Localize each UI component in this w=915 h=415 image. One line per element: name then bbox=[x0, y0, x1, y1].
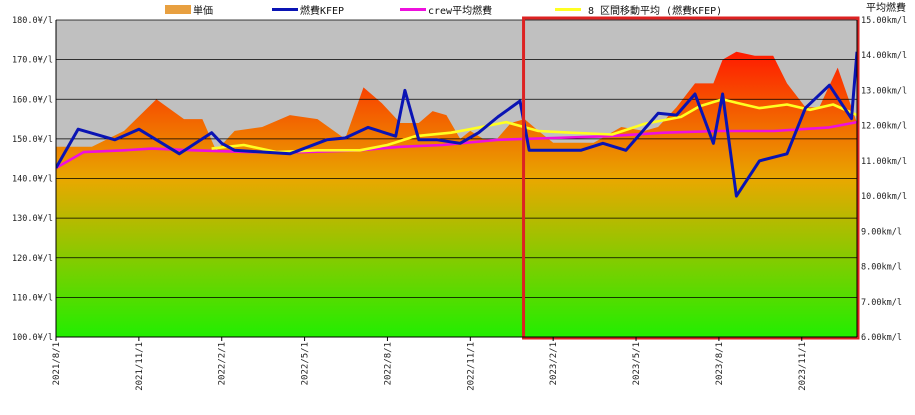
y-right-tick-label: 14.00km/l bbox=[861, 51, 907, 61]
x-tick-label: 2023/5/1 bbox=[632, 342, 642, 385]
y-right-tick-label: 8.00km/l bbox=[861, 263, 902, 273]
y-right-tick-label: 11.00km/l bbox=[861, 157, 907, 167]
y-left-tick-label: 160.0¥/l bbox=[12, 95, 53, 105]
y-right-tick-label: 13.00km/l bbox=[861, 86, 907, 96]
legend-swatch bbox=[555, 8, 581, 11]
series-line-3 bbox=[211, 98, 857, 154]
legend-label: crew平均燃費 bbox=[428, 4, 492, 17]
legend-label: 単価 bbox=[193, 4, 213, 17]
x-tick-label: 2023/8/1 bbox=[715, 342, 725, 385]
y-left-tick-label: 100.0¥/l bbox=[12, 333, 53, 343]
x-tick-label: 2022/2/1 bbox=[218, 342, 228, 385]
y-left-tick-label: 150.0¥/l bbox=[12, 135, 53, 145]
y-left-tick-label: 120.0¥/l bbox=[12, 254, 53, 264]
x-tick-label: 2023/11/1 bbox=[798, 342, 808, 391]
axis-layer: 100.0¥/l 110.0¥/l 120.0¥/l 130.0¥/l 140.0¥/l… bbox=[12, 1, 907, 391]
x-tick-label: 2022/5/1 bbox=[301, 342, 311, 385]
x-tick-label: 2021/11/1 bbox=[135, 342, 145, 391]
y-left-tick-label: 110.0¥/l bbox=[12, 293, 53, 303]
y-left-tick-label: 140.0¥/l bbox=[12, 175, 53, 185]
y-left-tick-label: 180.0¥/l bbox=[12, 16, 53, 26]
highlight-box bbox=[522, 16, 860, 340]
legend-swatch bbox=[165, 5, 191, 14]
x-tick-label: 2023/2/1 bbox=[549, 342, 559, 385]
highlight-box-layer bbox=[522, 16, 860, 340]
y-right-axis-label: 平均燃費 bbox=[866, 1, 906, 14]
price-area bbox=[56, 51, 857, 337]
legend-swatch bbox=[400, 8, 426, 11]
x-tick-label: 2022/11/1 bbox=[466, 342, 476, 391]
y-right-tick-label: 7.00km/l bbox=[861, 298, 902, 308]
series-line-1 bbox=[56, 51, 857, 198]
y-right-tick-label: 15.00km/l bbox=[861, 16, 907, 26]
y-left-tick-label: 170.0¥/l bbox=[12, 56, 53, 66]
y-right-tick-label: 6.00km/l bbox=[861, 333, 902, 343]
legend: 単価 燃費KFEP crew平均燃費 8 区間移動平均 (燃費KFEP) bbox=[165, 4, 722, 17]
y-left-tick-label: 130.0¥/l bbox=[12, 214, 53, 224]
price-area-layer bbox=[56, 51, 857, 337]
legend-swatch bbox=[272, 8, 298, 11]
series-lines-layer bbox=[56, 51, 857, 198]
y-right-tick-label: 9.00km/l bbox=[861, 227, 902, 237]
legend-label: 燃費KFEP bbox=[300, 4, 344, 17]
x-tick-label: 2021/8/1 bbox=[52, 342, 62, 385]
x-tick-label: 2022/8/1 bbox=[383, 342, 393, 385]
legend-label: 8 区間移動平均 (燃費KFEP) bbox=[588, 4, 722, 17]
y-right-tick-label: 10.00km/l bbox=[861, 192, 907, 202]
y-right-tick-label: 12.00km/l bbox=[861, 122, 907, 132]
